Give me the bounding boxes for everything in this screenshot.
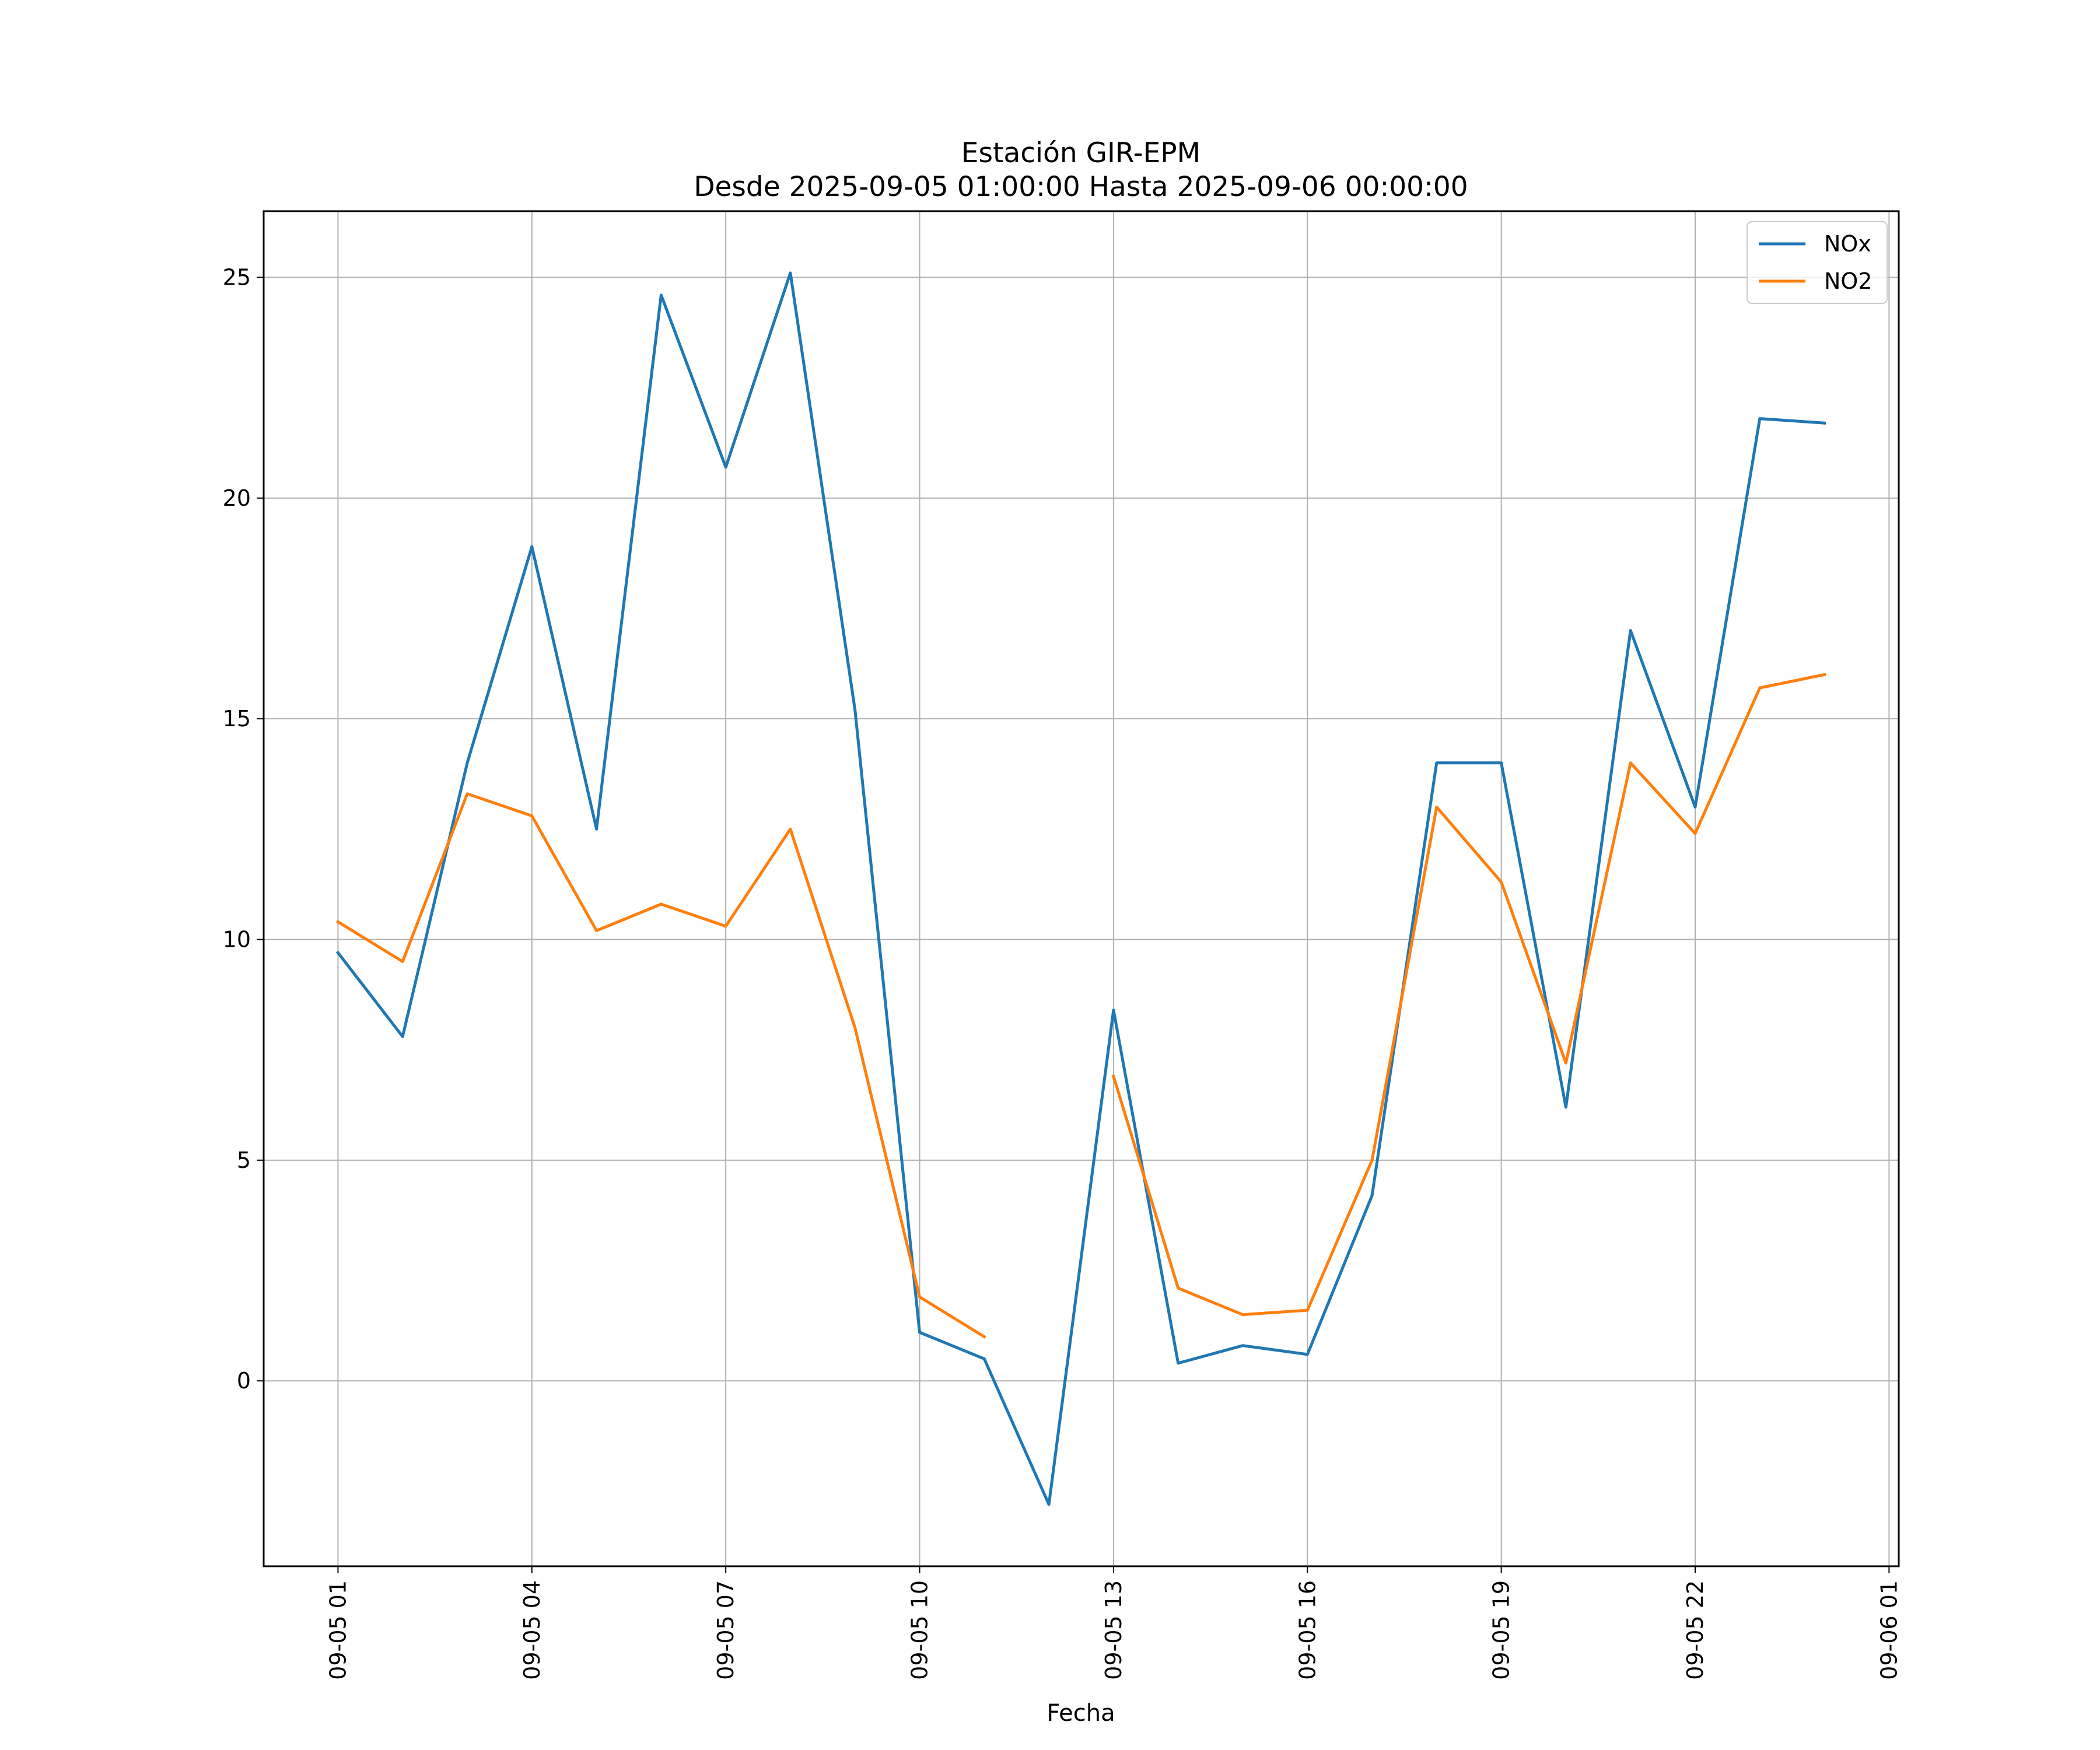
x-tick-label: 09-06 01 <box>1876 1580 1902 1680</box>
y-tick-label: 20 <box>223 485 251 511</box>
x-tick-label: 09-05 07 <box>713 1580 738 1680</box>
y-tick-label: 15 <box>223 706 251 732</box>
axis-ticks: 09-05 01 09-05 04 09-05 07 09-05 10 09-05 13… <box>223 265 1902 1680</box>
series-line-no2 <box>335 673 1826 1339</box>
x-tick-label: 09-05 19 <box>1489 1580 1514 1680</box>
x-tick-label: 09-05 10 <box>907 1580 933 1680</box>
x-tick-label: 09-05 16 <box>1294 1580 1320 1680</box>
grid <box>264 211 1899 1566</box>
legend-label-nox: NOx <box>1824 231 1871 257</box>
legend-label-no2: NO2 <box>1824 268 1873 294</box>
x-tick-label: 09-05 13 <box>1101 1580 1126 1680</box>
plot-frame <box>262 210 1900 1567</box>
y-tick-label: 0 <box>237 1368 251 1394</box>
y-tick-label: 5 <box>237 1147 251 1173</box>
series-nox <box>335 271 1826 1506</box>
x-tick-label: 09-05 04 <box>519 1580 545 1680</box>
series-lines <box>335 271 1826 1506</box>
x-tick-label: 09-05 01 <box>325 1580 351 1680</box>
series-line-nox <box>335 271 1826 1506</box>
x-tick-label: 09-05 22 <box>1682 1580 1708 1680</box>
y-tick-label: 25 <box>223 265 251 290</box>
legend: NOx NO2 <box>1746 221 1888 304</box>
y-tick-label: 10 <box>223 927 251 953</box>
chart-title: Estación GIR-EPM <box>961 137 1200 169</box>
chart-subtitle: Desde 2025-09-05 01:00:00 Hasta 2025-09-… <box>694 171 1468 203</box>
legend-box <box>1746 221 1888 304</box>
series-no2 <box>335 673 1826 1339</box>
x-axis-label: Fecha <box>1046 1700 1115 1727</box>
